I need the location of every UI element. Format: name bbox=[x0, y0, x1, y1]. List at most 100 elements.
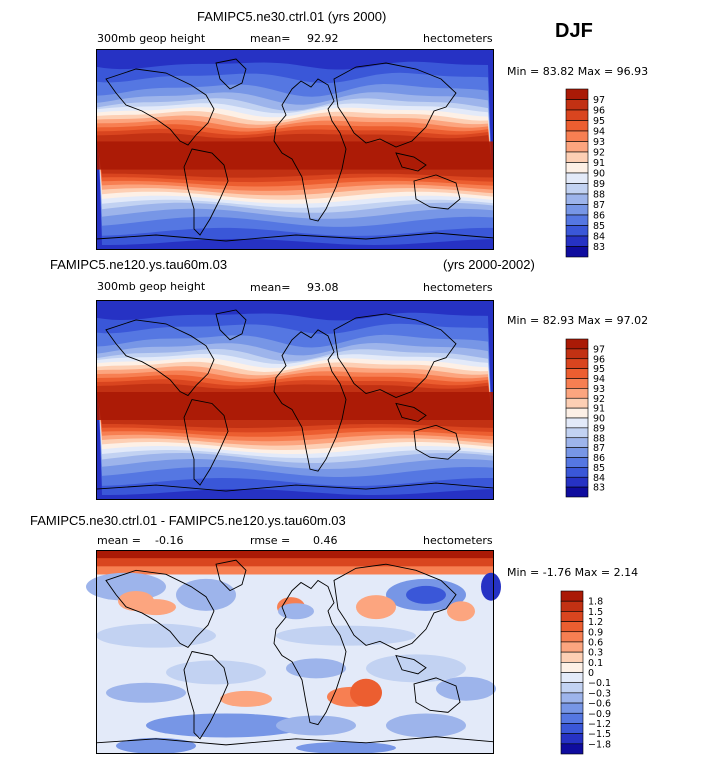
panel2-units: hectometers bbox=[423, 281, 493, 294]
colorbar-0-box bbox=[565, 225, 589, 237]
panel3-colorbar: 1.81.51.20.90.60.30.10−0.1−0.3−0.6−0.9−1… bbox=[560, 590, 611, 755]
coastline bbox=[215, 309, 247, 341]
colorbar-1-box bbox=[565, 348, 589, 360]
contour-blob bbox=[220, 690, 272, 707]
colorbar-2-box bbox=[560, 631, 584, 643]
colorbar-0-boxes bbox=[565, 88, 589, 258]
colorbar-0-label: 90 bbox=[593, 169, 605, 180]
colorbar-1-box bbox=[565, 486, 589, 498]
coastline bbox=[273, 579, 347, 726]
colorbar-2-box bbox=[560, 600, 584, 612]
colorbar-1-box bbox=[565, 397, 589, 409]
colorbar-0-label: 87 bbox=[593, 200, 605, 211]
coastline bbox=[183, 398, 229, 486]
panel3-mean-value: -0.16 bbox=[155, 534, 184, 547]
coastlines bbox=[95, 309, 495, 492]
coastline bbox=[413, 174, 461, 210]
colorbar-0-box bbox=[565, 214, 589, 226]
contour-blob bbox=[146, 713, 306, 738]
colorbar-1-box bbox=[565, 417, 589, 429]
colorbar-0-box bbox=[565, 130, 589, 142]
coastline bbox=[413, 424, 461, 460]
colorbar-1-box bbox=[565, 476, 589, 488]
coastline bbox=[105, 319, 215, 397]
contour-blob bbox=[106, 682, 186, 703]
colorbar-2-box bbox=[560, 702, 584, 714]
colorbar-2-box bbox=[560, 641, 584, 653]
colorbar-0-box bbox=[565, 235, 589, 247]
colorbar-0-label: 97 bbox=[593, 95, 605, 106]
contour-blob bbox=[350, 678, 382, 707]
panel3-mean-label: mean = bbox=[97, 534, 141, 547]
coastline bbox=[95, 736, 495, 746]
colorbar-1-label: 85 bbox=[593, 463, 605, 474]
colorbar-1-label: 95 bbox=[593, 364, 605, 375]
colorbar-2-label: 0.9 bbox=[588, 627, 603, 638]
colorbar-0-label: 85 bbox=[593, 221, 605, 232]
panel2-mean-value: 93.08 bbox=[307, 281, 339, 294]
colorbar-0-box bbox=[565, 246, 589, 258]
colorbar-2-label: −0.1 bbox=[588, 678, 611, 689]
panel2-title: FAMIPC5.ne120.ys.tau60m.03 bbox=[50, 257, 228, 272]
coastline bbox=[95, 482, 495, 492]
contour-blob bbox=[296, 741, 396, 754]
colorbar-0-label: 89 bbox=[593, 179, 605, 190]
colorbar-1-label: 93 bbox=[593, 384, 605, 395]
panel3-map bbox=[86, 550, 501, 754]
panel1-map bbox=[95, 49, 495, 250]
colorbar-1-box bbox=[565, 447, 589, 458]
colorbar-1-boxes bbox=[565, 338, 589, 498]
colorbar-0-box bbox=[565, 162, 589, 174]
coastline bbox=[395, 654, 427, 675]
coastline bbox=[183, 148, 229, 236]
colorbar-2-box bbox=[560, 682, 584, 694]
coastline bbox=[105, 68, 215, 146]
contour-blob bbox=[436, 676, 496, 701]
difference-blobs bbox=[86, 572, 501, 754]
map-frame bbox=[96, 49, 494, 250]
colorbar-0-label: 88 bbox=[593, 190, 605, 201]
contour-blob bbox=[278, 603, 314, 620]
colorbar-1-label: 89 bbox=[593, 423, 605, 434]
panel3-title: FAMIPC5.ne30.ctrl.01 - FAMIPC5.ne120.ys.… bbox=[30, 513, 346, 528]
colorbar-0-label: 94 bbox=[593, 127, 605, 138]
contour-blob bbox=[166, 660, 266, 685]
colorbar-0-label: 83 bbox=[593, 242, 605, 253]
colorbar-2-label: −1.8 bbox=[588, 739, 611, 750]
panel3-minmax: Min = -1.76 Max = 2.14 bbox=[507, 566, 639, 579]
panel2-variable: 300mb geop height bbox=[97, 280, 206, 293]
colorbar-2-box bbox=[560, 672, 584, 683]
colorbar-1-label: 83 bbox=[593, 483, 605, 494]
panel1-minmax: Min = 83.82 Max = 96.93 bbox=[507, 65, 649, 78]
colorbar-2-box bbox=[560, 712, 584, 724]
contour-blob bbox=[96, 623, 216, 648]
coastline bbox=[413, 677, 461, 713]
colorbar-1-label: 88 bbox=[593, 433, 605, 444]
map-frame bbox=[96, 300, 494, 500]
coastline bbox=[215, 58, 247, 90]
colorbar-2-label: 0.1 bbox=[588, 658, 603, 669]
contour-blob bbox=[481, 572, 501, 601]
colorbar-1-label: 96 bbox=[593, 354, 605, 365]
colorbar-1-label: 94 bbox=[593, 374, 605, 385]
colorbar-1-label: 84 bbox=[593, 473, 605, 484]
colorbar-0-box bbox=[565, 141, 589, 153]
colorbar-2-label: 0.3 bbox=[588, 648, 603, 659]
panel3-rmse-value: 0.46 bbox=[313, 534, 338, 547]
map-frame bbox=[96, 550, 494, 754]
colorbar-1-label: 87 bbox=[593, 443, 605, 454]
colorbar-0-box bbox=[565, 204, 589, 216]
colorbar-1-label: 92 bbox=[593, 394, 605, 405]
colorbar-0-box bbox=[565, 88, 589, 100]
colorbar-2-box bbox=[560, 611, 584, 622]
colorbar-2-label: −0.6 bbox=[588, 699, 611, 710]
contour-blob bbox=[386, 713, 466, 738]
colorbar-1-box bbox=[565, 368, 589, 379]
coastline bbox=[333, 62, 457, 148]
colorbar-2-label: −1.5 bbox=[588, 729, 611, 740]
coastline bbox=[105, 569, 215, 649]
colorbar-0-label: 92 bbox=[593, 148, 605, 159]
coastline bbox=[95, 232, 495, 242]
colorbar-0-box bbox=[565, 109, 589, 121]
